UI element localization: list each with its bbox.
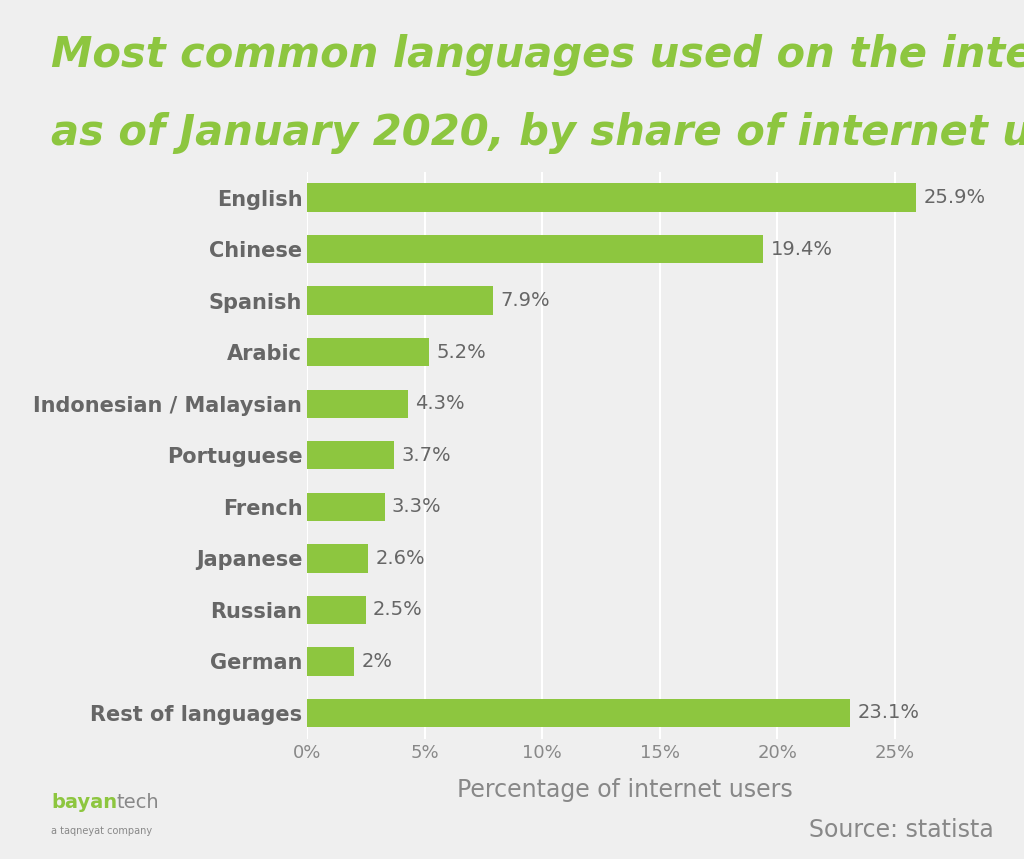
- Text: 3.7%: 3.7%: [401, 446, 451, 465]
- Text: 2.5%: 2.5%: [373, 600, 423, 619]
- Bar: [307, 235, 763, 263]
- Bar: [307, 442, 394, 469]
- Text: a taqneyat company: a taqneyat company: [51, 825, 153, 836]
- Text: 2%: 2%: [361, 652, 392, 671]
- Text: Source: statista: Source: statista: [809, 818, 993, 842]
- Text: 19.4%: 19.4%: [770, 240, 833, 259]
- Text: 3.3%: 3.3%: [392, 497, 441, 516]
- Text: 7.9%: 7.9%: [500, 291, 550, 310]
- Bar: [307, 648, 354, 675]
- Bar: [307, 699, 850, 727]
- Text: 23.1%: 23.1%: [857, 704, 920, 722]
- Text: 4.3%: 4.3%: [416, 394, 465, 413]
- Text: 25.9%: 25.9%: [924, 188, 985, 207]
- Bar: [307, 545, 369, 573]
- Text: 5.2%: 5.2%: [436, 343, 486, 362]
- Bar: [307, 390, 409, 418]
- Text: tech: tech: [117, 793, 160, 812]
- Bar: [307, 183, 916, 211]
- Text: 2.6%: 2.6%: [376, 549, 425, 568]
- Text: Most common languages used on the internet: Most common languages used on the intern…: [51, 34, 1024, 76]
- Bar: [307, 286, 493, 314]
- Text: as of January 2020, by share of internet users: as of January 2020, by share of internet…: [51, 112, 1024, 154]
- X-axis label: Percentage of internet users: Percentage of internet users: [457, 778, 793, 802]
- Bar: [307, 492, 385, 521]
- Text: bayan: bayan: [51, 793, 118, 812]
- Bar: [307, 596, 366, 624]
- Bar: [307, 338, 429, 366]
